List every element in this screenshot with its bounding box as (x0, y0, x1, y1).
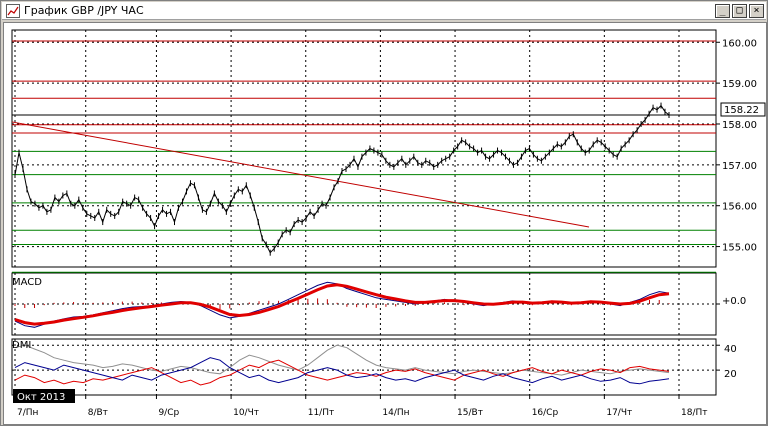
close-button[interactable]: × (749, 4, 764, 18)
macd-signal-line (14, 283, 670, 326)
adx-line (14, 344, 670, 376)
dmi-panel-frame (11, 338, 717, 396)
time-label: 7/Пн (17, 408, 39, 418)
price-tick-label: 159.00 (722, 79, 757, 90)
price-line (14, 104, 670, 254)
dmi-indicator (12, 344, 720, 386)
plus-di-line (14, 359, 670, 386)
price-tick-label: 160.00 (722, 38, 757, 49)
title-bar[interactable]: График GBP /JPY ЧАС _ □ × (2, 2, 766, 20)
month-label-box: Окт 2013 (13, 389, 75, 403)
current-price-box: 158.22 (720, 102, 766, 117)
minus-di-line (14, 357, 670, 385)
time-label: 14/Пн (382, 408, 409, 418)
time-label: 18/Пт (681, 408, 708, 418)
time-label: 8/Вт (88, 408, 108, 418)
window-title: График GBP /JPY ЧАС (24, 4, 144, 17)
dmi-label: DMI (12, 340, 31, 351)
price-ticks: 160.00 159.00 158.00 157.00 156.00 155.00 (716, 38, 757, 254)
price-tick-label: 155.00 (722, 243, 757, 254)
price-tick-label: 157.00 (722, 161, 757, 172)
price-grid (12, 41, 716, 248)
level-lines (11, 40, 716, 273)
chart-canvas[interactable]: MACD +0.0 DMI 40 20 160.00 159.00 158.00 15… (4, 23, 766, 424)
axis-labels: MACD +0.0 DMI 40 20 (12, 277, 746, 380)
macd-indicator (12, 281, 720, 328)
price-panel-frame (11, 29, 717, 268)
price-tick-label: 156.00 (722, 202, 757, 213)
time-label: 17/Чт (606, 408, 632, 418)
price-tick-label: 158.00 (722, 120, 757, 131)
chart-app-icon (6, 4, 20, 18)
dmi-tick-40: 40 (724, 344, 737, 355)
macd-label: MACD (12, 277, 42, 288)
dmi-tick-20: 20 (724, 369, 737, 380)
current-price-label: 158.22 (724, 105, 759, 116)
minimize-button[interactable]: _ (715, 4, 730, 18)
trend-line (11, 121, 590, 228)
price-series (14, 102, 670, 256)
maximize-button[interactable]: □ (732, 4, 747, 18)
time-label: 9/Ср (158, 408, 179, 418)
time-axis: 7/Пн 8/Вт 9/Ср 10/Чт 11/Пт 14/Пн 15/Вт 16/Ср 17/… (14, 395, 708, 418)
month-label: Окт 2013 (17, 392, 65, 403)
time-label: 10/Чт (233, 408, 259, 418)
panel-frames (11, 29, 717, 396)
macd-zero-tick: +0.0 (722, 296, 746, 307)
chart-area[interactable]: MACD +0.0 DMI 40 20 160.00 159.00 158.00 15… (3, 22, 767, 425)
time-label: 16/Ср (532, 408, 559, 418)
time-label: 11/Пт (308, 408, 335, 418)
time-label: 15/Вт (457, 408, 483, 418)
